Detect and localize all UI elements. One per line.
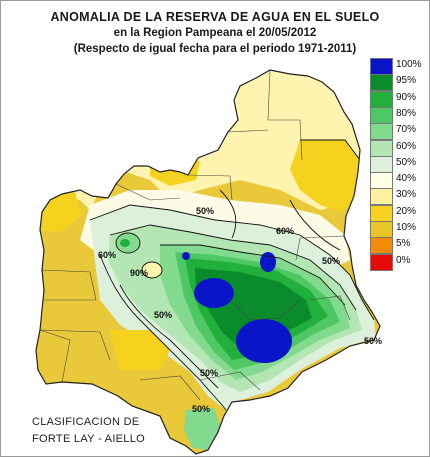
boundary-line [227,129,269,133]
contour-label: 50% [192,404,210,414]
legend-label: 50% [396,156,417,168]
boundary-line [309,295,351,321]
legend-label: 20% [396,205,417,217]
legend-swatch [370,58,393,75]
legend-swatch [370,106,393,124]
boundary-line [115,183,181,201]
legend-entry: 20% [368,204,428,222]
legend-entry: 30% [368,188,428,206]
classification-credit-line2: FORTE LAY - AIELLO [32,433,145,445]
contour-east [289,199,341,251]
boundary-line [39,329,111,361]
legend-label: 100% [396,59,422,70]
contour-label: 50% [322,256,340,266]
contour-island-dry [141,261,163,279]
legend-swatch [370,74,393,92]
field-100pct-spot [182,252,190,260]
map-reference-subtitle: (Respecto de igual fecha para el periodo… [73,43,357,55]
legend-swatch [370,123,393,141]
legend-entry: 50% [368,155,428,173]
contour-north-center [219,189,237,239]
field-100pct-west [194,278,234,308]
legend-entry: 60% [368,139,428,157]
boundary-line [187,174,233,201]
map-date-subtitle: en la Region Pampeana el 20/05/2012 [113,27,317,39]
boundary-line [267,70,303,161]
legend-swatch [370,221,393,238]
contour-50-west [99,254,227,411]
legend-entry: 95% [368,74,428,92]
region-outline [35,69,381,455]
field-10pct-southwest [36,300,140,406]
legend-label: 60% [396,140,417,152]
legend-swatch [370,90,393,108]
legend-label: 5% [396,238,411,250]
contour-northeast [300,139,361,161]
field-70pct-south-tip [184,408,222,450]
legend-label: 30% [396,189,417,201]
legend-swatch [370,188,393,206]
contour-island-west [115,232,141,254]
legend-swatch [370,204,393,222]
legend-entry: 5% [368,237,428,255]
legend-label: 95% [396,75,417,87]
contour-label: 60% [98,250,116,260]
field-20pct-northeast [290,140,360,212]
boundary-line [41,269,97,301]
classification-credit-line1: CLASIFICACION DE [32,416,140,428]
legend-swatch [370,155,393,173]
contour-label: 50% [364,336,382,346]
legend-entry: 0% [368,253,428,271]
field-90pct-west-island [120,239,130,247]
legend-label: 70% [396,124,417,136]
boundary-line [39,329,71,383]
contour-60 [109,224,357,311]
contour-label: 90% [130,268,148,278]
legend-entry: 70% [368,123,428,141]
legend-label: 40% [396,173,417,185]
legend-label: 0% [396,254,411,266]
boundary-line [295,235,345,261]
legend-entry: 100% [368,58,428,75]
department-boundaries [39,70,351,401]
legend-swatch [370,172,393,190]
legend-label: 10% [396,222,417,233]
contour-label: 50% [196,206,214,216]
field-20pct-northwest [40,192,82,232]
boundary-line [229,299,301,321]
contour-label: 50% [200,368,218,378]
field-20pct-southwest [110,330,170,370]
legend-label: 80% [396,107,417,119]
legend-entry: 40% [368,172,428,190]
field-30pct-west-island [142,262,162,278]
legend-label: 90% [396,91,417,103]
legend-swatch [370,253,393,271]
boundary-line [139,375,201,401]
legend-swatch [370,139,393,157]
contour-label: 50% [154,310,172,320]
contour-label: 60% [276,226,294,236]
contour-60-west [119,284,219,389]
map-title: ANOMALIA DE LA RESERVA DE AGUA EN EL SUE… [50,10,380,24]
legend-entry: 10% [368,221,428,238]
boundary-line [199,371,261,391]
contour-70 [160,244,346,306]
contour-lines [89,139,375,411]
legend-entry: 90% [368,90,428,108]
field-100pct-south [236,319,292,363]
legend-swatch [370,237,393,255]
legend-entry: 80% [368,106,428,124]
contour-50 [89,204,375,321]
